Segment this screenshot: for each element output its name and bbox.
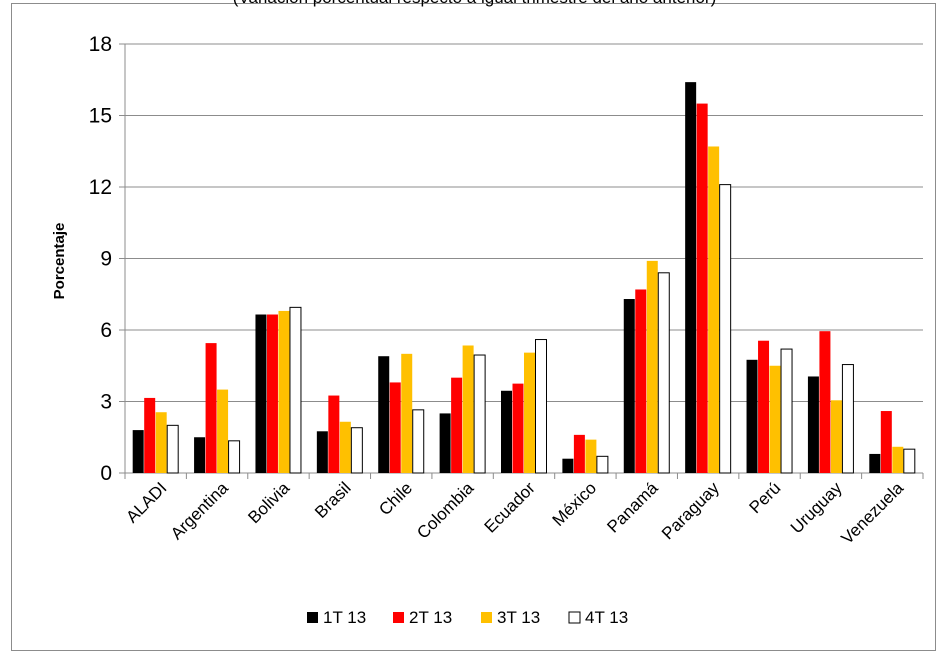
bar xyxy=(166,424,179,474)
y-tick-label: 9 xyxy=(100,248,112,271)
bar xyxy=(635,289,647,473)
bar xyxy=(462,345,474,473)
legend-swatch xyxy=(307,612,318,623)
bar xyxy=(228,440,241,474)
chart-subtitle: (Variación porcentual respecto a igual t… xyxy=(0,0,949,8)
x-tick-label: ALADI xyxy=(122,478,170,526)
x-tick-label: Uruguay xyxy=(787,478,846,537)
bar xyxy=(512,383,524,473)
x-tick-label: Chile xyxy=(375,478,416,519)
bar xyxy=(596,455,609,474)
legend-label: 2T 13 xyxy=(409,608,452,627)
bar xyxy=(328,395,340,473)
bar xyxy=(708,146,720,473)
bar xyxy=(194,437,206,473)
bar xyxy=(758,340,770,473)
bar xyxy=(841,364,854,474)
legend-label: 1T 13 xyxy=(323,608,366,627)
bar xyxy=(289,306,302,474)
legend-label: 3T 13 xyxy=(497,608,540,627)
y-tick-label: 12 xyxy=(89,176,112,199)
bar xyxy=(451,377,463,473)
bar xyxy=(473,354,486,474)
y-axis-label: Porcentaje xyxy=(51,223,68,300)
bar xyxy=(155,412,167,473)
bar xyxy=(439,413,451,473)
bar xyxy=(623,299,635,473)
chart-frame xyxy=(11,3,936,651)
bar xyxy=(573,434,585,473)
x-tick-label: Panamá xyxy=(603,478,662,537)
bar xyxy=(585,439,597,473)
bar xyxy=(401,353,413,473)
bar xyxy=(646,260,658,473)
x-tick-label: Argentina xyxy=(167,478,232,543)
legend-swatch xyxy=(568,611,581,624)
bar xyxy=(769,365,781,473)
bar xyxy=(389,382,401,473)
bar xyxy=(780,348,793,474)
y-tick-label: 18 xyxy=(89,33,112,56)
bar xyxy=(869,453,881,473)
bar xyxy=(535,339,547,474)
bar xyxy=(316,431,328,473)
bar xyxy=(217,389,229,473)
bar xyxy=(266,314,278,473)
y-tick-label: 0 xyxy=(100,462,112,485)
y-tick-label: 3 xyxy=(100,391,112,414)
x-tick-label: Colombia xyxy=(413,478,478,543)
bar xyxy=(144,397,156,473)
legend-swatch xyxy=(393,612,404,623)
bar xyxy=(719,184,732,474)
bar xyxy=(696,103,708,473)
legend-label: 4T 13 xyxy=(585,608,628,627)
bar xyxy=(807,376,819,473)
bar xyxy=(685,82,697,473)
legend-swatch xyxy=(481,612,492,623)
bar xyxy=(412,409,425,474)
bar xyxy=(205,343,217,473)
y-tick-label: 15 xyxy=(89,105,112,128)
bar xyxy=(524,352,535,473)
x-tick-label: Perú xyxy=(746,478,785,517)
y-tick-label: 6 xyxy=(100,319,112,342)
bar xyxy=(132,430,144,473)
bar xyxy=(746,359,758,473)
bar xyxy=(880,411,892,473)
bar xyxy=(255,314,267,473)
x-tick-label: Ecuador xyxy=(481,478,539,536)
bar xyxy=(903,448,916,474)
bar xyxy=(339,421,351,473)
x-tick-label: Brasil xyxy=(311,478,354,521)
x-tick-label: Paraguay xyxy=(658,478,723,543)
bar xyxy=(892,446,904,473)
bar xyxy=(501,390,512,473)
bar xyxy=(350,427,363,474)
bar xyxy=(819,331,831,473)
x-tick-label: Bolivia xyxy=(244,478,293,527)
bar xyxy=(378,356,390,473)
x-tick-label: Venezuela xyxy=(838,478,908,548)
x-tick-label: México xyxy=(549,478,601,530)
bar xyxy=(657,272,670,474)
bar xyxy=(830,400,842,473)
bar xyxy=(562,458,574,473)
bar xyxy=(278,310,290,473)
